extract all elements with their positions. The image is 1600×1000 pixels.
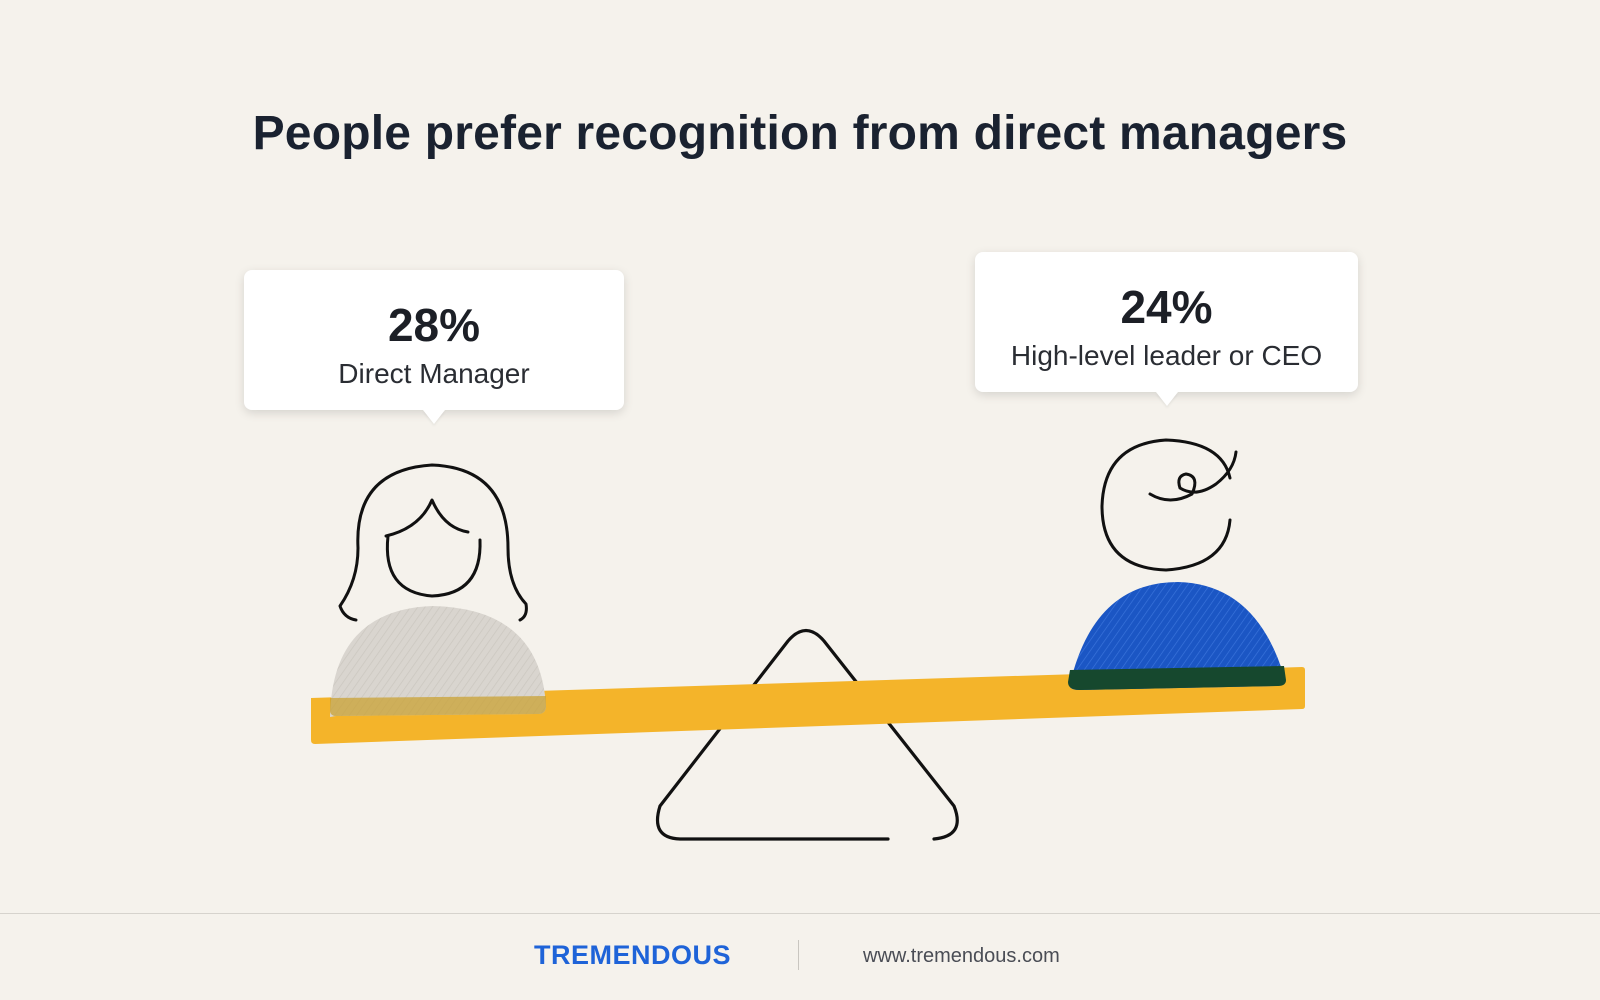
seesaw-icon [311,667,1305,744]
footer-separator [798,940,799,970]
callout-high-level-leader: 24% High-level leader or CEO [975,252,1358,392]
footer-divider-line [0,913,1600,914]
direct-manager-percent: 28% [387,299,481,351]
high-level-leader-label: High-level leader or CEO [1010,340,1323,371]
direct-manager-label: Direct Manager [338,358,530,389]
page-title: People prefer recognition from direct ma… [252,107,1348,160]
man-icon [1068,438,1286,690]
high-level-leader-percent: 24% [1120,281,1213,333]
website-link[interactable]: www.tremendous.com [863,945,1060,967]
brand-logo: TREMENDOUS [534,940,732,970]
woman-icon [330,463,546,717]
callout-direct-manager: 28% Direct Manager [244,270,624,410]
fulcrum-icon [655,628,959,841]
